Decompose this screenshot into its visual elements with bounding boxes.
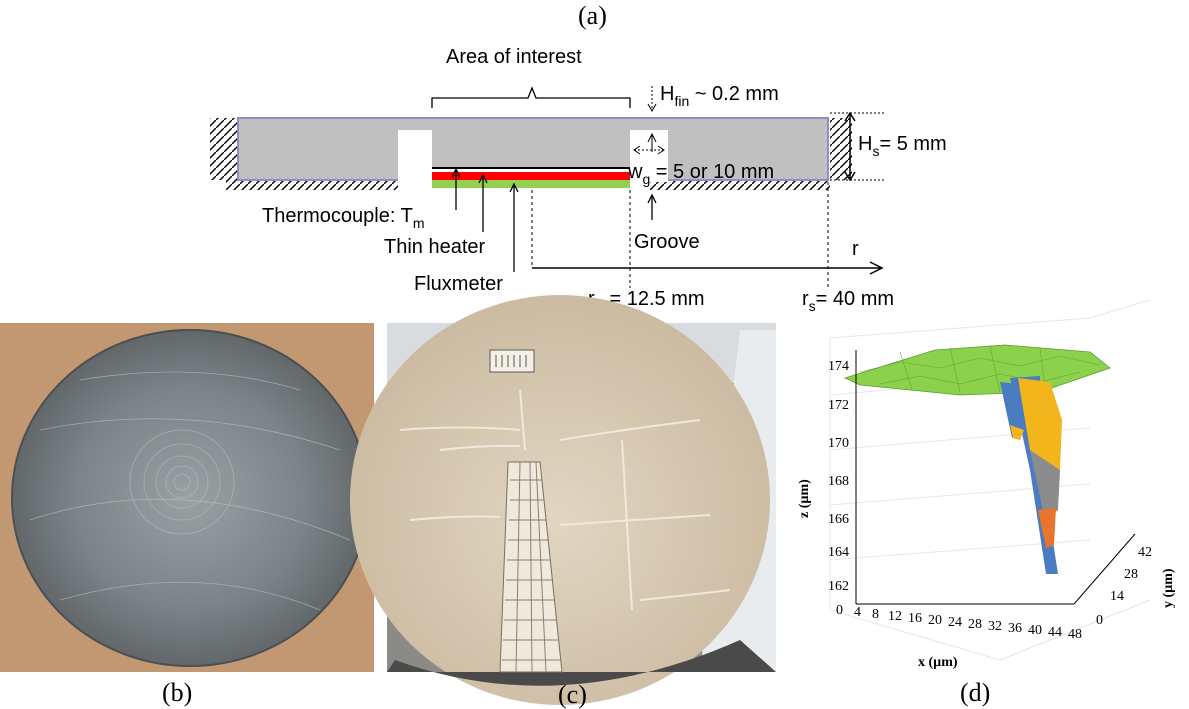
fluxmeter-label: Fluxmeter (414, 273, 503, 295)
z-tick: 162 (828, 579, 849, 594)
thin-heater-layer (432, 172, 630, 180)
z-tick: 170 (828, 436, 849, 451)
w-g-label: wg = 5 or 10 mm (627, 161, 774, 187)
right-support-hatch (650, 180, 830, 190)
x-tick: 44 (1048, 625, 1062, 640)
x-tick: 28 (968, 617, 982, 632)
y-tick: 28 (1124, 567, 1138, 582)
z-tick: 168 (828, 474, 849, 489)
z-tick: 164 (828, 545, 849, 560)
y-tick: 0 (1096, 613, 1103, 628)
caption-c: (c) (558, 680, 587, 709)
groove-slot (630, 130, 668, 182)
x-tick: 16 (908, 611, 922, 626)
z-axis-ticks: 174 172 170 168 166 164 162 (828, 359, 849, 594)
caption-a: (a) (578, 1, 607, 30)
area-of-interest-brace (431, 86, 631, 108)
thermocouple-label: Thermocouple: Tm (262, 205, 424, 231)
x-tick: 36 (1008, 621, 1022, 636)
y-axis-label: y (µm) (1161, 568, 1176, 608)
right-wall-hatch (830, 118, 852, 180)
connector-pad (489, 349, 535, 373)
x-tick: 0 (836, 603, 843, 618)
x-tick: 32 (988, 619, 1002, 634)
z-tick: 166 (828, 512, 849, 527)
thin-heater-label: Thin heater (384, 236, 486, 258)
z-axis-label: z (µm) (797, 479, 812, 518)
h-s-label: Hs= 5 mm (858, 133, 947, 159)
thermocouple-slot (398, 130, 432, 182)
x-tick: 20 (928, 613, 942, 628)
h-fin-label: Hfin ~ 0.2 mm (660, 83, 779, 109)
x-tick: 8 (872, 607, 879, 622)
x-tick: 40 (1028, 623, 1042, 638)
x-tick: 4 (854, 605, 861, 620)
r-s-label: rs= 40 mm (802, 288, 894, 314)
cross-section-diagram: Area of interest Hfin ~ 0.2 mm wg = 5 or… (210, 46, 947, 314)
z-tick: 172 (828, 398, 849, 413)
x-tick: 48 (1068, 627, 1082, 642)
caption-b: (b) (162, 678, 192, 707)
groove-label: Groove (634, 231, 700, 253)
metal-disk (11, 329, 369, 667)
x-axis-ticks: 0 4 8 12 16 20 24 28 32 36 40 44 48 (836, 603, 1082, 642)
surface-plot-3d (829, 299, 1151, 661)
y-tick: 14 (1110, 589, 1124, 604)
wafer (350, 295, 770, 705)
r-axis-label: r (852, 238, 859, 260)
photo-b-disk (0, 323, 374, 672)
area-of-interest-label: Area of interest (446, 46, 582, 68)
y-axis-ticks: 42 28 14 0 (1096, 545, 1152, 628)
photo-c-wafer (350, 295, 776, 705)
x-tick: 24 (948, 615, 962, 630)
x-axis-label: x (µm) (918, 655, 958, 670)
left-support-hatch (226, 180, 398, 190)
left-wall-hatch (210, 118, 238, 180)
caption-d: (d) (960, 678, 990, 707)
x-tick: 12 (888, 609, 902, 624)
surface-top (843, 344, 1111, 396)
y-tick: 42 (1138, 545, 1152, 560)
fluxmeter-layer (432, 180, 630, 188)
z-tick: 174 (828, 359, 849, 374)
